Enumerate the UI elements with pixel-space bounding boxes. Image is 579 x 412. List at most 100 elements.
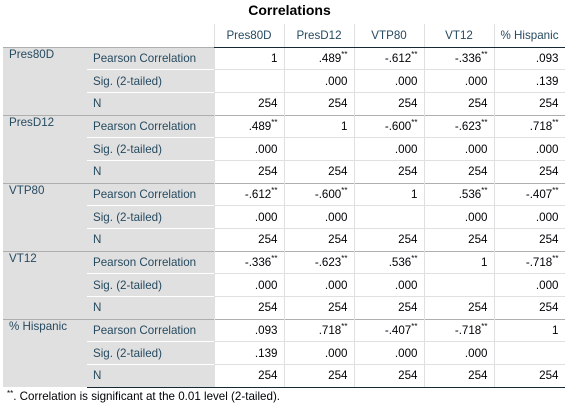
cell-value: .718: [318, 324, 342, 338]
stat-label: Pearson Correlation: [87, 250, 214, 274]
table-row: Sig. (2-tailed) .139.000.000.000: [3, 341, 565, 365]
stat-label: Sig. (2-tailed): [87, 205, 214, 229]
pearson-cell: -.336**: [213, 250, 284, 274]
stat-label: Pearson Correlation: [87, 182, 214, 206]
pearson-cell: -.407**: [493, 182, 565, 206]
table-row: N 254 254 254 254 254: [3, 159, 565, 184]
stat-label: N: [87, 364, 214, 388]
sig-cell: .000: [283, 273, 354, 297]
cell-value: -.336: [244, 256, 272, 270]
pearson-cell: -.612**: [213, 182, 284, 206]
significance-marker: **: [552, 254, 559, 264]
column-header: PresD12: [283, 24, 354, 48]
cell-value: .536: [388, 256, 412, 270]
pearson-cell: -.600**: [283, 182, 354, 206]
pearson-cell: .093: [493, 46, 565, 70]
cell-value: .489: [318, 51, 342, 65]
table-row: % Hispanic Pearson Correlation .093.718** -…: [3, 318, 565, 388]
cell-value: .093: [535, 51, 559, 65]
sig-cell: .000: [353, 273, 424, 297]
pearson-cell: -.623**: [283, 250, 354, 274]
n-cell: 254: [493, 296, 565, 320]
cell-value: .489: [248, 119, 272, 133]
table-row: N 254 254 254 254 254: [3, 296, 565, 320]
pearson-cell: .718**: [493, 114, 565, 138]
pearson-cell: 1: [283, 114, 354, 138]
pearson-cell: .536**: [423, 182, 494, 206]
stat-label: Sig. (2-tailed): [87, 137, 214, 161]
cell-value: 1: [341, 119, 348, 133]
pearson-cell: -.718**: [423, 318, 494, 342]
n-cell: 254: [283, 296, 354, 320]
table-row: N 254 254 254 254 254: [3, 91, 565, 116]
n-cell: 254: [283, 364, 354, 388]
sig-cell: .000: [353, 69, 424, 93]
sig-cell: .000: [283, 205, 354, 229]
correlations-table: Pres80D PresD12 VTP80 VT12 % Hispanic Pr…: [3, 24, 565, 388]
stat-label: Sig. (2-tailed): [87, 273, 214, 297]
pearson-cell: -.612**: [353, 46, 424, 70]
cell-value: -.600: [314, 187, 342, 201]
table-row: VT12 Pearson Correlation -.336** -.623** .53…: [3, 250, 565, 320]
significance-marker: **: [341, 49, 348, 59]
pearson-cell: .489**: [213, 114, 284, 138]
stat-label: Sig. (2-tailed): [87, 69, 214, 93]
pearson-cell: -.718**: [493, 250, 565, 274]
cell-value: .536: [458, 187, 482, 201]
significance-marker: **: [481, 322, 488, 332]
significance-marker: **: [271, 185, 278, 195]
row-variable-label: % Hispanic: [3, 318, 87, 388]
n-cell: 254: [493, 228, 565, 252]
significance-marker: **: [552, 117, 559, 127]
row-variable-label: VT12: [3, 250, 87, 320]
pearson-cell: 1: [493, 318, 565, 342]
cell-value: 1: [481, 256, 488, 270]
column-header: Pres80D: [213, 24, 284, 48]
n-cell: 254: [283, 228, 354, 252]
n-cell: 254: [213, 159, 284, 184]
stat-label: N: [87, 91, 214, 116]
pearson-cell: 1: [213, 46, 284, 70]
significance-marker: **: [481, 49, 488, 59]
significance-marker: **: [271, 254, 278, 264]
n-cell: 254: [423, 159, 494, 184]
pearson-cell: .718**: [283, 318, 354, 342]
header-corner: [87, 24, 214, 47]
table-row: N 254 254 254 254 254: [3, 228, 565, 252]
table-row: Sig. (2-tailed) .000.000.000.000: [3, 137, 565, 161]
cell-value: -.612: [244, 187, 272, 201]
n-cell: 254: [353, 228, 424, 252]
stat-label: N: [87, 159, 214, 184]
sig-cell: .000: [283, 69, 354, 93]
cell-value: -.600: [384, 119, 412, 133]
sig-cell: .139: [213, 341, 284, 365]
header-row: Pres80D PresD12 VTP80 VT12 % Hispanic: [3, 24, 565, 48]
table-row: N 254 254 254 254 254: [3, 364, 565, 388]
stat-label: Pearson Correlation: [87, 46, 214, 70]
pearson-cell: -.600**: [353, 114, 424, 138]
n-cell: 254: [213, 91, 284, 116]
cell-value: 1: [411, 187, 418, 201]
significance-marker: **: [341, 185, 348, 195]
n-cell: 254: [423, 228, 494, 252]
table-row: Sig. (2-tailed) .000.000.000.000: [3, 205, 565, 229]
significance-marker: **: [481, 185, 488, 195]
cell-value: -.336: [454, 51, 482, 65]
significance-marker: **: [341, 254, 348, 264]
n-cell: 254: [213, 364, 284, 388]
n-cell: 254: [213, 296, 284, 320]
n-cell: 254: [353, 91, 424, 116]
sig-cell: .000: [353, 341, 424, 365]
n-cell: 254: [423, 91, 494, 116]
sig-cell: .000: [493, 137, 565, 161]
significance-marker: **: [552, 185, 559, 195]
cell-value: .718: [529, 119, 553, 133]
column-header: VT12: [423, 24, 494, 48]
sig-cell: .000: [213, 137, 284, 161]
n-cell: 254: [353, 296, 424, 320]
column-header: % Hispanic: [493, 24, 565, 48]
table-row: Sig. (2-tailed) .000.000.000.139: [3, 69, 565, 93]
n-cell: 254: [283, 159, 354, 184]
header-corner: [3, 24, 87, 47]
sig-cell: [283, 137, 354, 161]
